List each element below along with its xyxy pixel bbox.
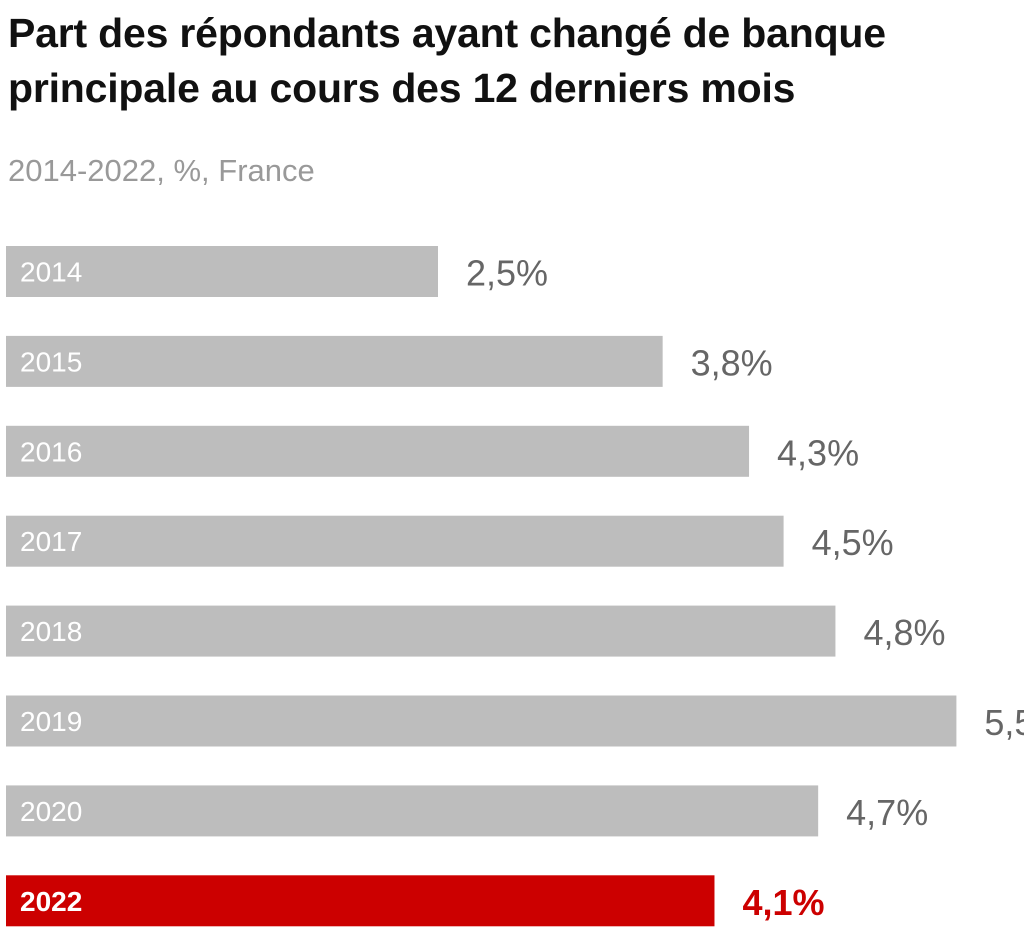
category-label-2014: 2014 [20,257,82,288]
category-label-2018: 2018 [20,616,82,647]
value-label-2016: 4,3% [777,432,859,473]
bar-2014 [6,246,438,297]
value-label-2020: 4,7% [846,792,928,833]
bar-2020 [6,785,819,837]
value-label-2015: 3,8% [691,342,773,383]
bar-2022 [6,875,715,927]
bar-2019 [6,695,957,747]
value-label-2019: 5,5% [984,702,1024,743]
value-label-2018: 4,8% [863,612,945,653]
bar-2017 [6,515,784,567]
value-label-2014: 2,5% [466,253,548,294]
value-label-2017: 4,5% [812,522,894,563]
value-label-2022: 4,1% [742,882,824,923]
category-label-2015: 2015 [20,346,82,377]
chart-subtitle: 2014-2022, %, France [8,153,315,188]
category-label-2022: 2022 [20,886,82,917]
chart-title: Part des répondants ayant changé de banq… [8,10,886,111]
bar-2016 [6,425,750,477]
bar-2018 [6,605,836,657]
bar-2015 [6,335,663,387]
category-label-2016: 2016 [20,436,82,467]
category-label-2017: 2017 [20,526,82,557]
category-label-2019: 2019 [20,706,82,737]
category-label-2020: 2020 [20,796,82,827]
